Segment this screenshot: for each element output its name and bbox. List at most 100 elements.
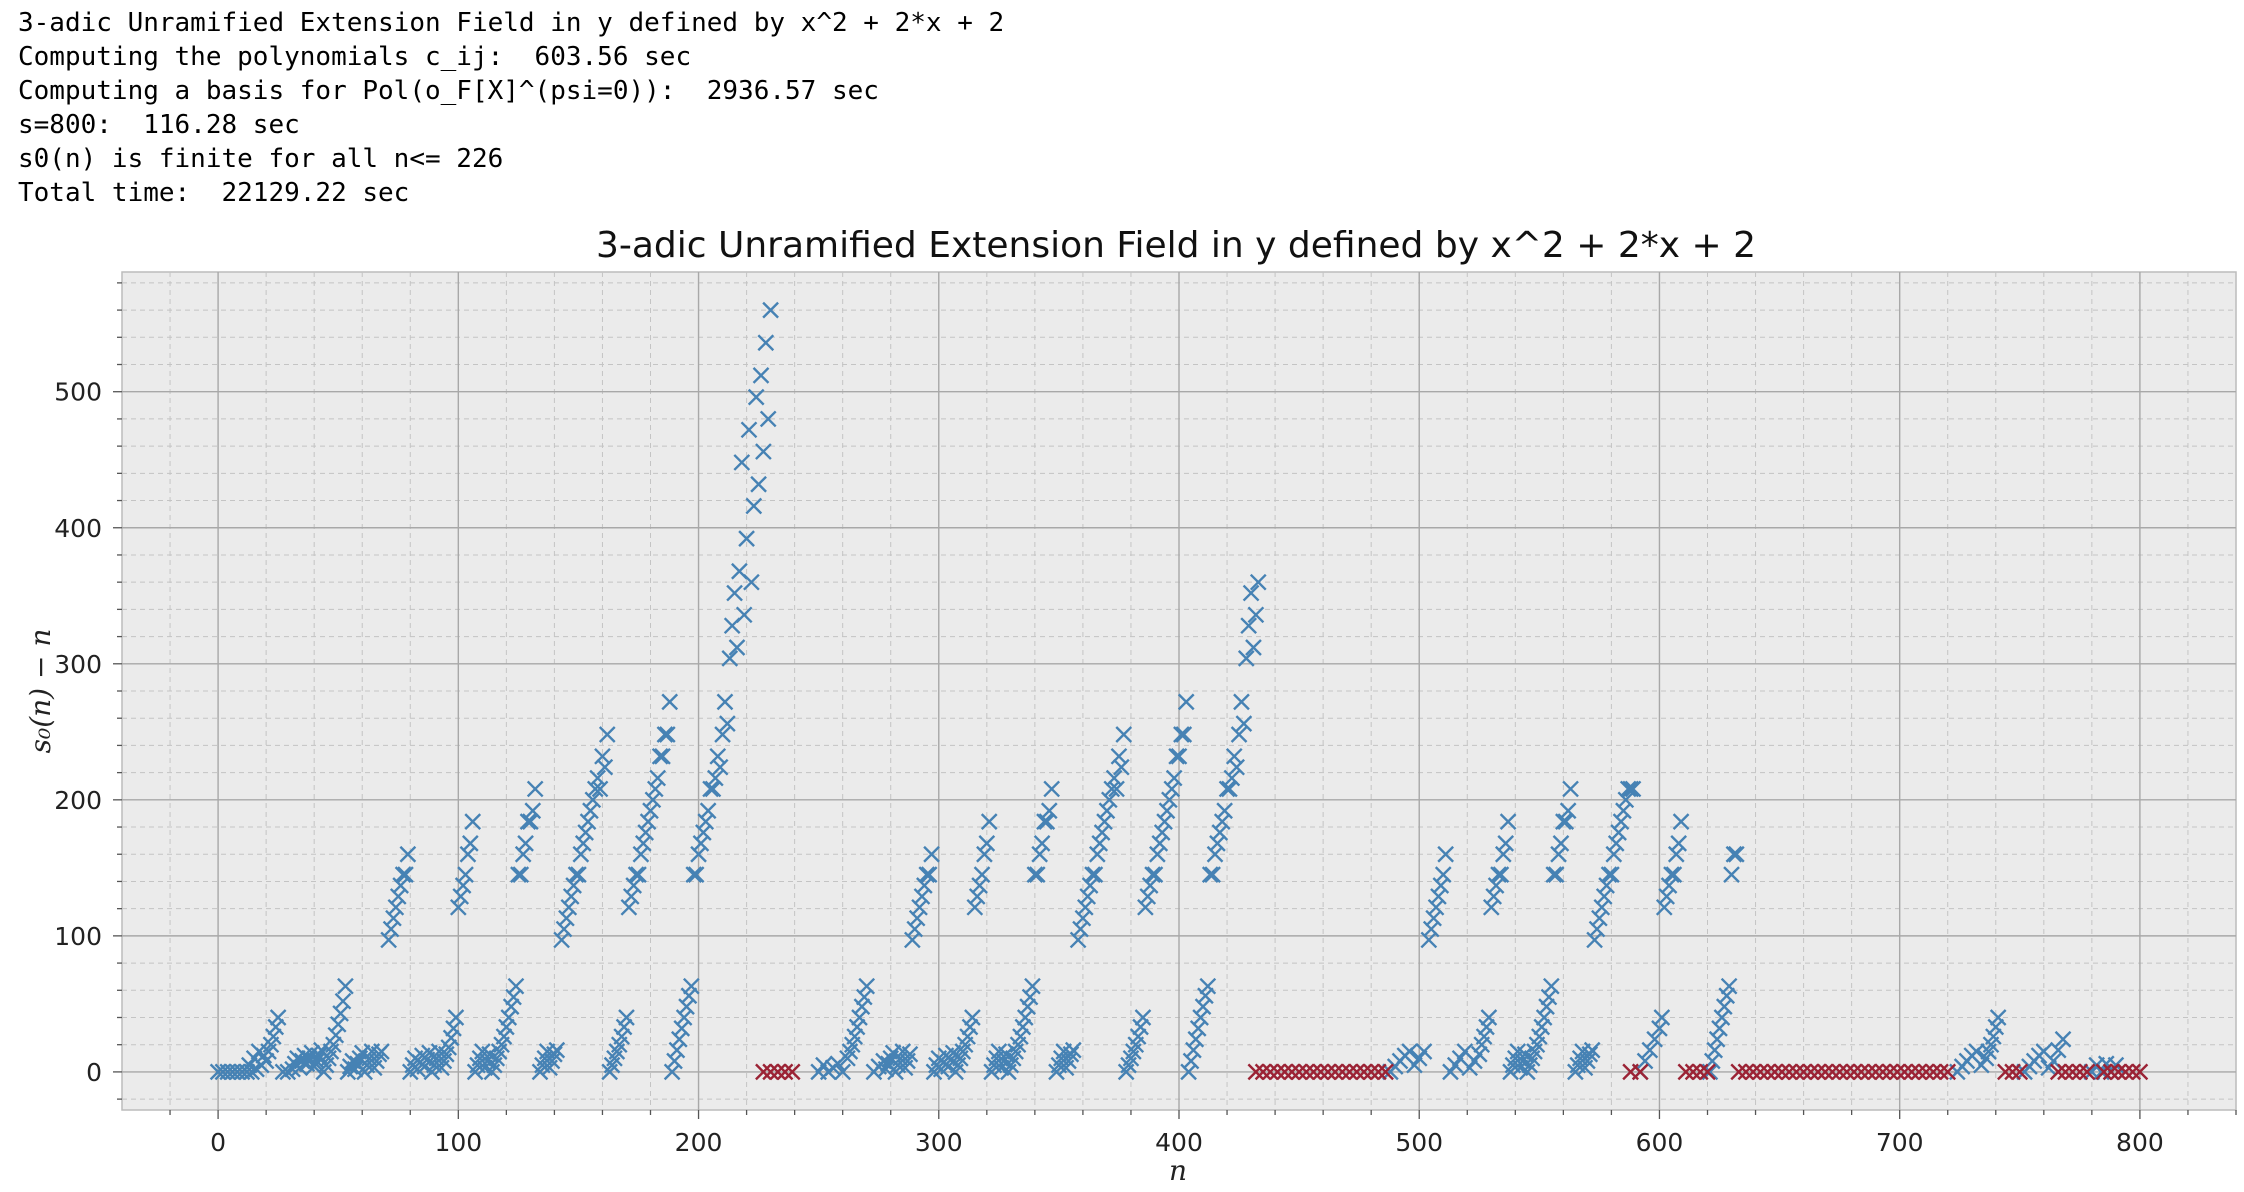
data-point-blue [1622,780,1639,798]
data-point-blue [1718,987,1736,1005]
data-point-blue [1084,866,1101,884]
data-point-blue [1199,977,1217,995]
data-point-blue [702,780,719,798]
log-line: s=800: 116.28 sec [18,110,300,140]
data-point-red [1247,1063,1265,1081]
data-point-blue [373,1043,390,1060]
data-point-blue [1497,835,1515,852]
data-point-blue [978,835,996,852]
data-point-red [1780,1063,1798,1081]
data-point-blue [1245,639,1262,656]
data-point-blue [1175,726,1193,743]
data-point-blue [728,639,746,656]
data-point-blue [325,1036,342,1054]
console-log: 3-adic Unramified Extension Field in y d… [18,6,1004,210]
data-point-blue [1043,780,1061,798]
data-point-blue [1434,866,1452,884]
data-point-blue [762,301,779,319]
data-point-blue [1415,1043,1433,1060]
data-point-red [2095,1063,2113,1081]
data-point-blue [750,475,767,493]
data-point-blue [1036,813,1053,830]
data-point-blue [394,866,412,884]
data-point-blue [399,845,417,863]
data-point-blue [524,802,542,820]
x-tick-label: 400 [1155,1128,1203,1157]
data-point-blue [1646,1030,1663,1048]
data-point-blue [719,715,736,732]
data-point-red [1888,1063,1906,1081]
y-tick-label: 500 [54,378,102,407]
data-point-blue [1237,650,1255,667]
data-point-blue [502,998,520,1015]
data-point-red [1939,1063,1957,1081]
x-axis-label: n [1169,1154,1187,1187]
log-line: Computing a basis for Pol(o_F[X]^(psi=0)… [18,76,879,106]
data-point-blue [512,866,530,884]
data-point-blue [1641,1041,1659,1059]
data-point-red [1283,1063,1301,1081]
data-point-red [1269,1063,1286,1081]
data-point-blue [548,1041,566,1059]
data-point-blue [1132,1018,1149,1036]
data-point-red [2011,1063,2029,1081]
data-point-blue [1987,1018,2005,1036]
y-axis-label: s₀(n) − n [24,629,57,754]
data-point-red [2131,1063,2149,1081]
data-point-blue [1619,780,1637,798]
data-point-blue [1129,1028,1147,1045]
data-point-blue [1233,693,1250,711]
data-point-red [1903,1063,1921,1081]
data-point-blue [1026,866,1044,884]
data-point-red [1802,1063,1820,1081]
data-point-blue [1670,835,1688,852]
data-point-blue [1165,769,1183,787]
data-point-red [769,1063,787,1081]
data-point-blue [464,813,482,830]
data-point-blue [661,693,679,711]
data-point-blue [649,769,667,787]
data-point-blue [1115,726,1133,743]
data-point-red [762,1063,779,1081]
chart-title: 3-adic Unramified Extension Field in y d… [596,225,1756,266]
data-point-red [2117,1063,2134,1081]
data-point-blue [1480,1009,1498,1026]
data-point-red [1752,1063,1769,1081]
data-point-blue [627,866,645,884]
data-point-blue [1653,1009,1671,1026]
data-point-blue [877,1060,895,1078]
data-point-red [1631,1063,1649,1081]
data-point-blue [457,866,474,884]
data-point-blue [1727,845,1745,863]
data-point-blue [658,726,676,743]
data-point-red [1341,1063,1358,1081]
data-point-blue [752,367,770,384]
data-point-blue [1492,866,1510,884]
data-point-blue [1968,1043,1985,1060]
data-point-blue [740,421,758,439]
data-point-blue [1989,1009,2007,1026]
data-point-blue [1218,780,1236,798]
data-point-blue [1249,573,1267,591]
data-point-red [1795,1063,1812,1081]
data-point-blue [711,758,729,776]
data-point-red [1737,1063,1755,1081]
data-point-blue [591,780,609,798]
data-point-blue [1170,747,1188,765]
data-point-blue [1235,715,1253,732]
data-point-blue [1490,866,1507,884]
data-point-blue [682,977,700,995]
data-point-red [1348,1063,1366,1081]
data-point-red [1845,1063,1863,1081]
data-point-blue [923,845,940,863]
data-point-red [2109,1063,2127,1081]
data-point-blue [1545,866,1563,884]
data-point-red [1362,1063,1380,1081]
data-point-blue [519,813,537,830]
data-point-blue [517,835,534,852]
data-point-blue [1600,866,1618,884]
data-point-blue [834,1063,852,1081]
data-point-red [755,1063,772,1081]
data-point-blue [1223,769,1241,787]
data-point-blue [1173,726,1190,743]
